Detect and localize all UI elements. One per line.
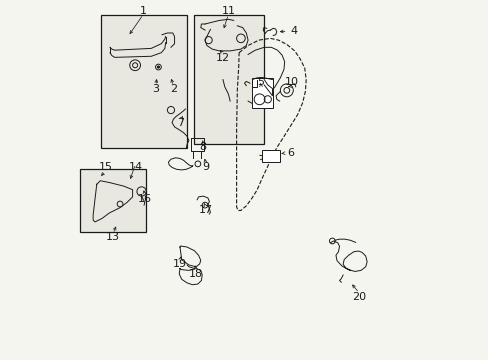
Text: 3: 3 <box>152 84 159 94</box>
Bar <box>101 15 187 148</box>
Text: 20: 20 <box>351 292 366 302</box>
Bar <box>251 78 273 108</box>
Text: 6: 6 <box>287 148 294 158</box>
Text: 9: 9 <box>202 162 209 172</box>
Text: 19: 19 <box>173 259 186 269</box>
Text: 1: 1 <box>140 6 146 16</box>
Text: 11: 11 <box>221 6 235 16</box>
Text: 18: 18 <box>189 269 203 279</box>
Bar <box>80 169 145 232</box>
Circle shape <box>157 66 159 68</box>
Text: 10: 10 <box>284 77 298 87</box>
Text: 13: 13 <box>106 232 120 242</box>
Text: 15: 15 <box>98 162 112 172</box>
Bar <box>262 150 280 162</box>
Bar <box>194 15 264 144</box>
Text: 5: 5 <box>257 77 264 87</box>
Text: 4: 4 <box>289 26 297 36</box>
Text: 12: 12 <box>216 53 230 63</box>
Text: 2: 2 <box>170 84 177 94</box>
Text: 14: 14 <box>128 162 142 172</box>
Text: 8: 8 <box>199 142 206 152</box>
Text: 16: 16 <box>138 194 151 204</box>
Text: 17: 17 <box>198 205 212 215</box>
Text: 7: 7 <box>176 118 183 128</box>
